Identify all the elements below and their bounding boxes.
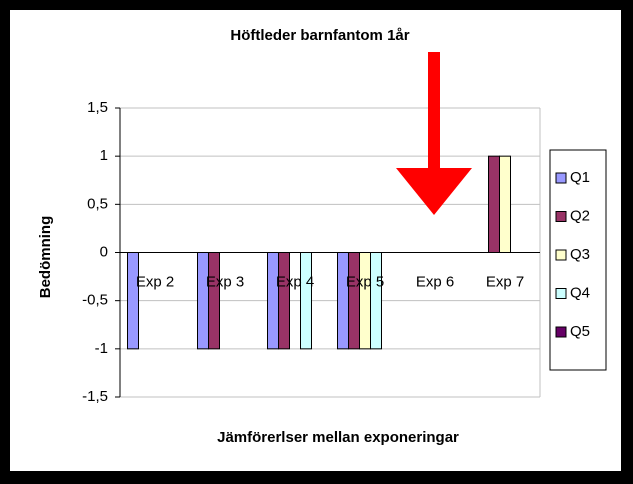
y-tick-label: 0	[100, 243, 108, 260]
legend-swatch	[555, 249, 567, 261]
y-tick-label: 1,5	[87, 99, 108, 116]
y-tick-label: 0,5	[87, 195, 108, 212]
bar	[337, 252, 349, 350]
bar	[300, 252, 312, 350]
bar	[359, 252, 371, 350]
x-tick-label: Exp 3	[206, 273, 244, 290]
x-tick-label: Exp 6	[416, 273, 454, 290]
y-tick-label: 1	[100, 147, 108, 164]
arrow-shaft	[428, 52, 440, 170]
bar	[267, 252, 279, 350]
x-tick-label: Exp 5	[346, 273, 384, 290]
y-axis-label: Bedömning	[37, 216, 54, 299]
bar	[348, 252, 360, 350]
legend-swatch	[555, 288, 567, 299]
y-tick-label: -1	[95, 340, 108, 357]
bar	[197, 252, 209, 350]
bar	[370, 252, 382, 350]
legend-label: Q1	[570, 169, 590, 186]
arrow-head	[396, 168, 472, 215]
x-axis-label: Jämförerlser mellan exponeringar	[217, 429, 459, 446]
legend-swatch	[555, 326, 567, 338]
legend-label: Q4	[570, 284, 590, 301]
legend-swatch	[555, 172, 567, 184]
bar	[488, 155, 500, 254]
legend-label: Q5	[570, 323, 590, 340]
bar	[127, 252, 139, 350]
chart-background	[10, 10, 621, 471]
legend-label: Q2	[570, 207, 590, 224]
bar	[278, 252, 290, 350]
bar	[499, 155, 511, 254]
x-tick-label: Exp 7	[486, 273, 524, 290]
legend-label: Q3	[570, 246, 590, 263]
x-tick-label: Exp 4	[276, 273, 314, 290]
y-tick-label: -1,5	[82, 388, 108, 405]
legend-swatch	[555, 211, 567, 222]
bar	[208, 252, 220, 350]
chart-title: Höftleder barnfantom 1år	[230, 27, 409, 44]
y-tick-label: -0,5	[82, 292, 108, 309]
x-tick-label: Exp 2	[136, 273, 174, 290]
